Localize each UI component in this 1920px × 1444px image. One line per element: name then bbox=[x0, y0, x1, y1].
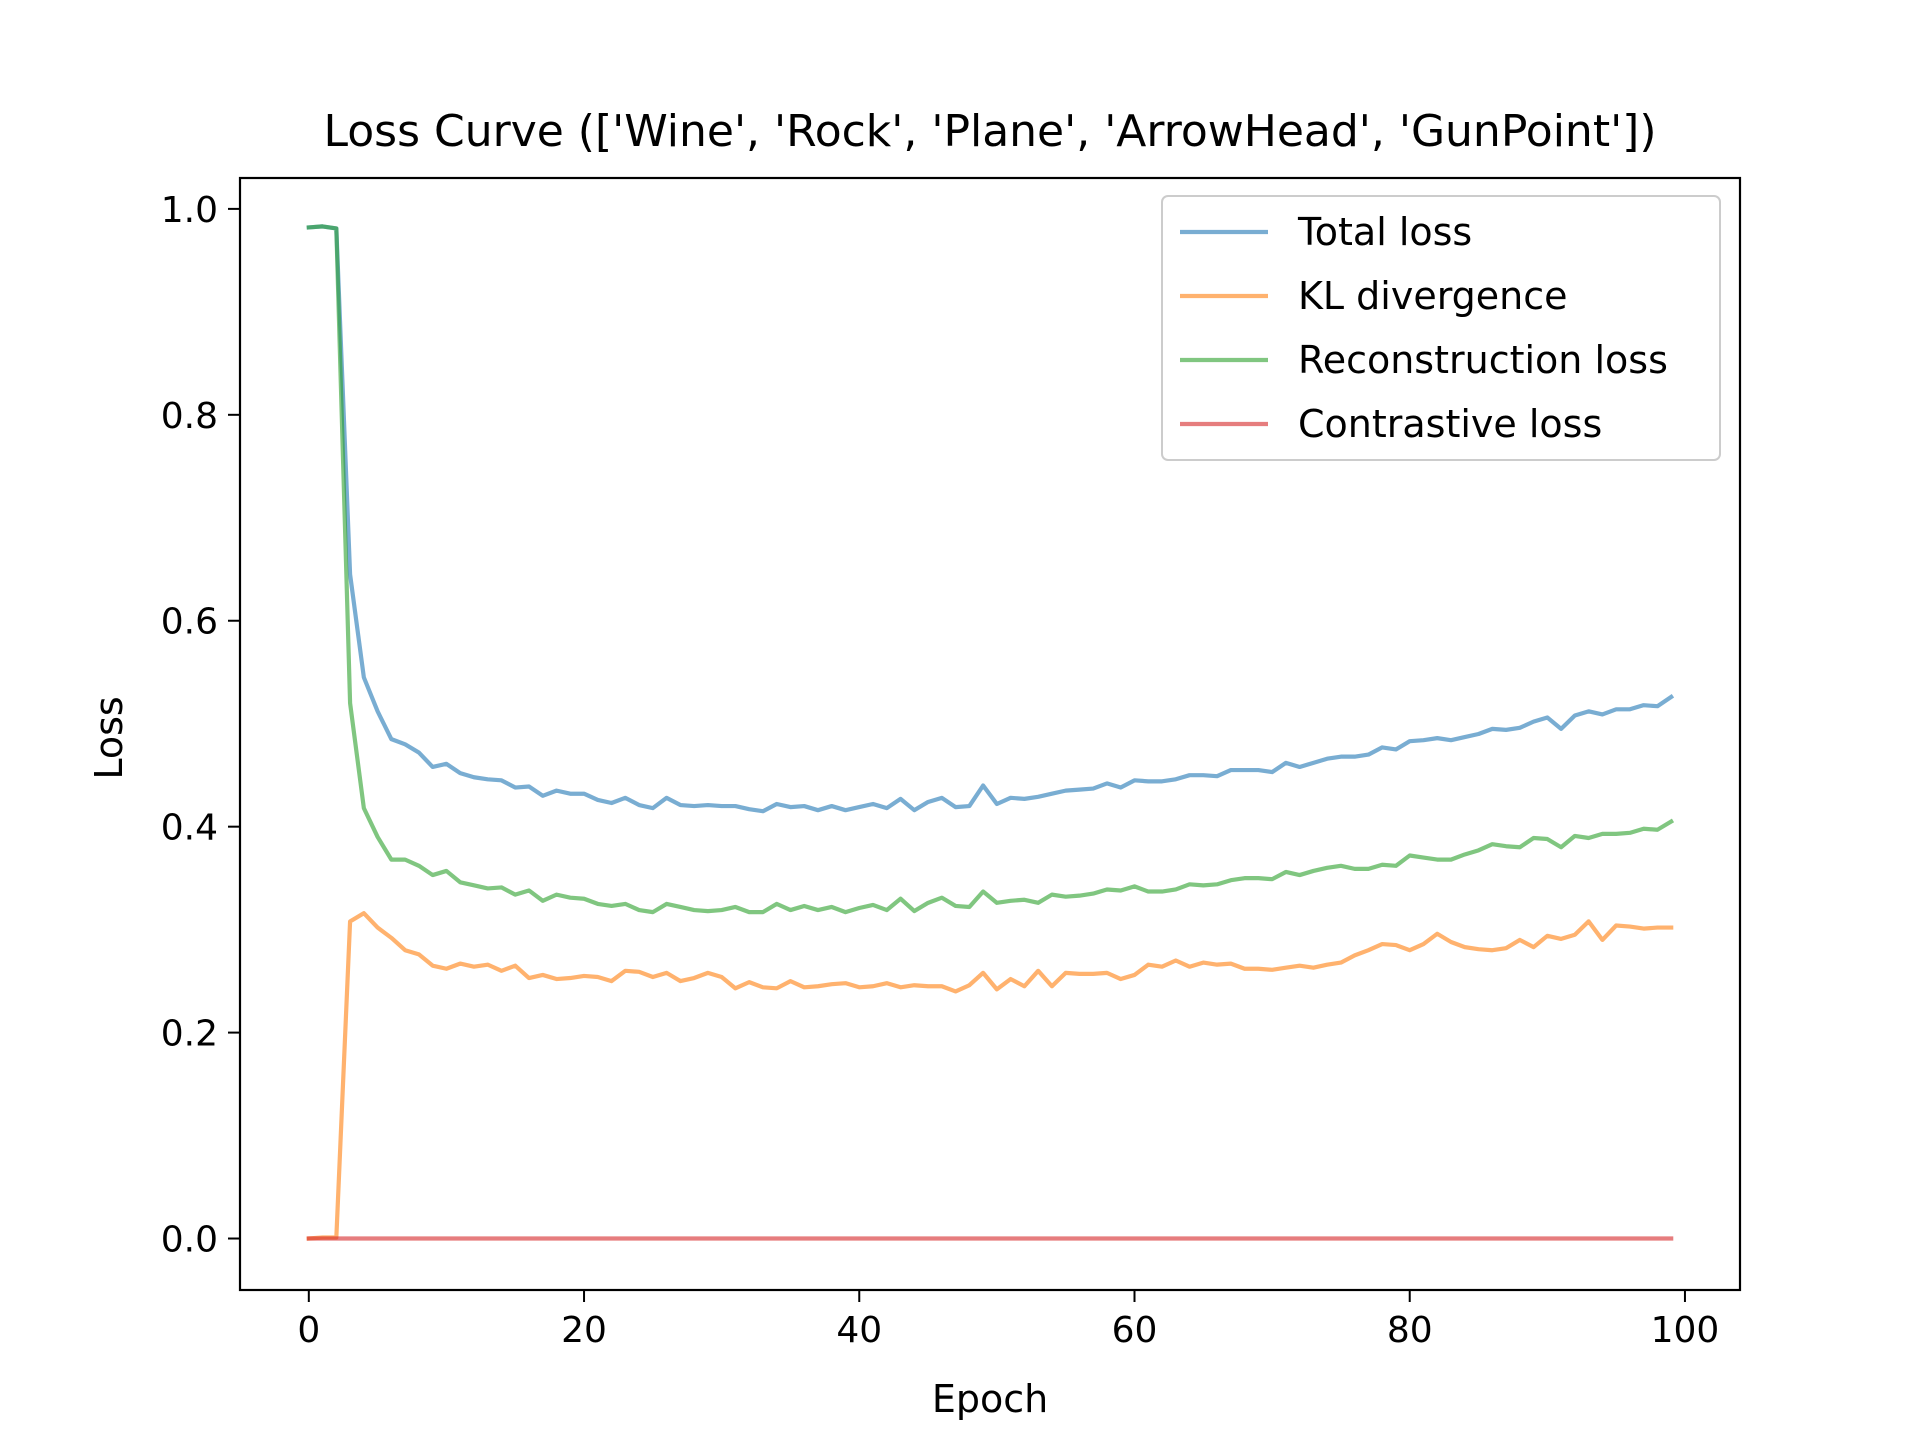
x-tick-label: 40 bbox=[836, 1310, 882, 1351]
plot-frame bbox=[238, 176, 1742, 1292]
legend: Total loss KL divergence Reconstruction lo… bbox=[1161, 195, 1721, 461]
y-tick-label: 0.4 bbox=[161, 808, 218, 849]
series-line-0 bbox=[306, 224, 1675, 814]
x-axis-label: Epoch bbox=[932, 1377, 1048, 1421]
series-line-1 bbox=[306, 911, 1674, 1241]
y-tick-label: 0.2 bbox=[161, 1014, 218, 1055]
y-tick-label: 1.0 bbox=[161, 190, 218, 231]
chart-title: Loss Curve (['Wine', 'Rock', 'Plane', 'A… bbox=[324, 106, 1657, 157]
y-tick-label: 0.6 bbox=[161, 602, 218, 643]
x-tick-label: 80 bbox=[1387, 1310, 1433, 1351]
series-layer bbox=[306, 224, 1675, 1241]
x-tick-label: 60 bbox=[1112, 1310, 1158, 1351]
legend-label-3: Contrastive loss bbox=[1298, 402, 1602, 446]
x-tick-label: 100 bbox=[1651, 1310, 1720, 1351]
y-tick-label: 0.0 bbox=[161, 1220, 218, 1261]
y-axis-label: Loss bbox=[87, 696, 131, 779]
x-axis-ticks: 0 20 40 60 80 100 bbox=[297, 1290, 1719, 1351]
legend-frame bbox=[1161, 195, 1721, 461]
legend-label-0: Total loss bbox=[1297, 210, 1472, 254]
legend-label-2: Reconstruction loss bbox=[1298, 338, 1668, 382]
x-tick-label: 20 bbox=[561, 1310, 607, 1351]
x-tick-label: 0 bbox=[297, 1310, 320, 1351]
legend-label-1: KL divergence bbox=[1298, 274, 1568, 318]
y-tick-label: 0.8 bbox=[161, 396, 218, 437]
y-axis-ticks: 0.0 0.2 0.4 0.6 0.8 1.0 bbox=[161, 190, 240, 1261]
series-line-2 bbox=[306, 224, 1675, 915]
